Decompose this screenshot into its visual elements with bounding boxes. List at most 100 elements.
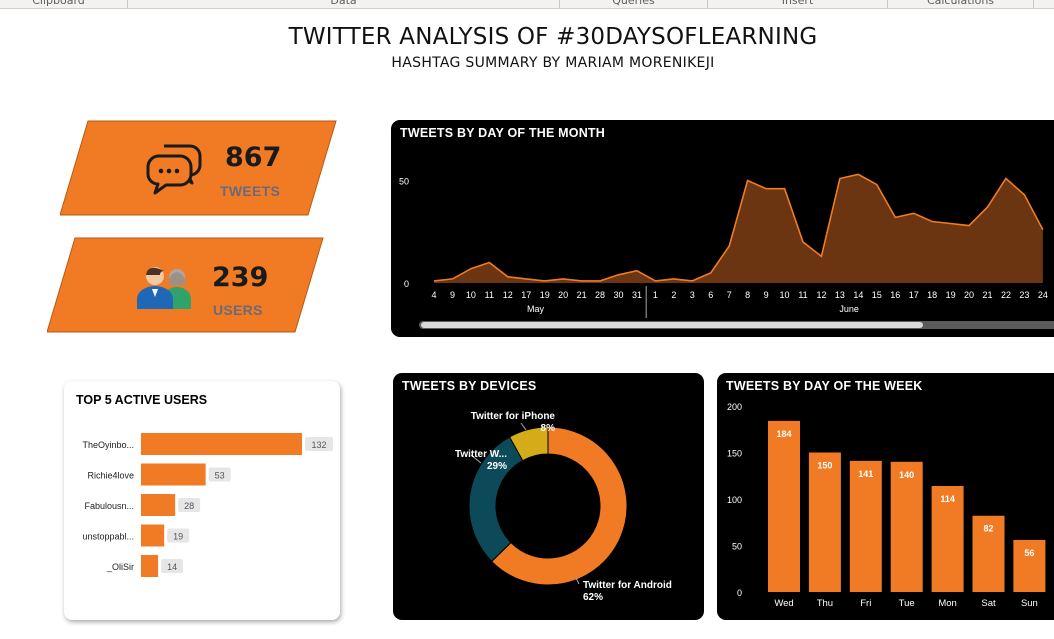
- user-bar-value: 14: [167, 562, 177, 572]
- area-x-tick-label: 23: [1019, 290, 1029, 300]
- area-x-tick-label: 21: [577, 290, 587, 300]
- area-point: [930, 219, 934, 223]
- area-x-tick-label: 12: [816, 290, 826, 300]
- area-x-tick-label: 12: [503, 290, 513, 300]
- area-month-label: May: [527, 304, 545, 314]
- area-point: [801, 240, 805, 244]
- area-point: [690, 279, 694, 283]
- tweets-by-day-of-week-chart[interactable]: 0 50 100 150 200 184 Wed 150 Thu 141 Fri 140 Tue 114 M…: [717, 373, 1054, 620]
- area-point: [616, 273, 620, 277]
- area-point: [653, 279, 657, 283]
- week-bar: [768, 420, 800, 592]
- user-bar-label: unstoppabl...: [82, 532, 134, 542]
- week-bar-value: 56: [1024, 548, 1034, 558]
- area-x-tick-label: 7: [727, 290, 732, 300]
- user-bar-value-bg: [208, 467, 231, 482]
- device-value-label: 29%: [487, 461, 507, 472]
- device-label-leader: [520, 422, 527, 431]
- tweets-by-day-of-week-title: TWEETS BY DAY OF THE WEEK: [726, 379, 923, 393]
- tweets-by-day-of-week-panel[interactable]: TWEETS BY DAY OF THE WEEK 0 50 100 150 200 18…: [717, 373, 1054, 620]
- week-bar-value: 141: [858, 469, 873, 479]
- area-point: [764, 187, 768, 191]
- device-slice: [490, 426, 628, 586]
- area-point: [579, 279, 583, 283]
- area-y-tick-label: 0: [404, 279, 409, 289]
- tweets-by-day-of-month-panel[interactable]: TWEETS BY DAY OF THE MONTH 0 50 4 9 10 11 12 17…: [391, 120, 1054, 337]
- area-month-label: June: [839, 304, 859, 314]
- area-x-tick-label: 20: [964, 290, 974, 300]
- area-x-tick-label: 17: [521, 290, 531, 300]
- week-y-tick-label: 0: [737, 588, 742, 598]
- tweets-by-devices-panel[interactable]: TWEETS BY DEVICES Twitter for Android 62%…: [393, 373, 704, 620]
- page-subtitle: HASHTAG SUMMARY BY MARIAM MORENIKEJI: [391, 55, 715, 71]
- kpi-tweets-label: TWEETS: [220, 183, 281, 199]
- week-bar-value: 150: [817, 461, 832, 471]
- week-x-tick-label: Wed: [774, 598, 793, 609]
- week-x-tick-label: Tue: [899, 598, 915, 609]
- area-x-tick-label: 10: [780, 290, 790, 300]
- user-bar-value: 132: [311, 440, 326, 450]
- ribbon-group-calculations[interactable]: Calculations: [888, 0, 1034, 8]
- area-x-tick-label: 19: [540, 290, 550, 300]
- user-bar: [141, 494, 176, 516]
- area-point: [672, 277, 676, 281]
- area-point: [745, 178, 749, 182]
- user-bar: [141, 524, 165, 547]
- top-active-users-chart[interactable]: TheOyinbo... 132 Richie4love 53 Fabulousn...…: [64, 381, 340, 620]
- ribbon-group-clipboard[interactable]: Clipboard: [0, 0, 128, 8]
- ribbon-group-data[interactable]: Data: [128, 0, 560, 8]
- user-bar: [141, 463, 206, 486]
- area-point: [450, 277, 454, 281]
- area-point: [561, 277, 565, 281]
- area-point: [469, 266, 473, 270]
- device-slice: [508, 426, 549, 462]
- device-label-leader: [575, 577, 580, 585]
- area-point: [432, 279, 436, 283]
- area-x-tick-label: 11: [485, 290, 494, 300]
- area-point: [856, 172, 860, 176]
- user-bar-value: 19: [173, 532, 183, 542]
- area-point: [893, 215, 897, 219]
- users-icon: [137, 267, 191, 309]
- user-bar-label: TheOyinbo...: [82, 440, 134, 450]
- kpi-users-value: 239: [212, 262, 269, 293]
- ribbon-group-queries[interactable]: Queries: [560, 0, 708, 8]
- week-x-tick-label: Sat: [981, 598, 996, 609]
- area-x-tick-label: 22: [1001, 290, 1011, 300]
- area-x-tick-label: 3: [690, 290, 695, 300]
- week-bar-value: 114: [940, 494, 955, 504]
- user-bar-value: 53: [215, 471, 225, 481]
- area-point: [598, 279, 602, 283]
- area-x-tick-label: 8: [745, 290, 750, 300]
- area-point: [819, 254, 823, 258]
- area-x-tick-label: 4: [431, 290, 436, 300]
- tweets-by-devices-title: TWEETS BY DEVICES: [402, 379, 537, 393]
- week-bar: [931, 485, 964, 592]
- kpi-tweets-card[interactable]: 867 TWEETS: [60, 120, 338, 216]
- week-y-tick-label: 200: [727, 402, 742, 412]
- kpi-users-card[interactable]: 239 USERS: [47, 237, 325, 333]
- week-y-tick-label: 100: [727, 495, 742, 505]
- area-point: [727, 244, 731, 248]
- week-bar-value: 82: [983, 524, 993, 534]
- area-x-tick-label: 20: [558, 290, 568, 300]
- area-point: [487, 260, 491, 264]
- user-bar: [141, 555, 159, 577]
- area-x-tick-label: 31: [632, 290, 642, 300]
- ribbon-group-insert[interactable]: Insert: [708, 0, 888, 8]
- top-active-users-card[interactable]: TOP 5 ACTIVE USERS TheOyinbo... 132 Richie…: [64, 381, 340, 620]
- area-y-tick-label: 50: [399, 177, 409, 187]
- user-bar-label: Fabulousn...: [84, 501, 134, 511]
- device-label: Twitter for Android: [583, 580, 672, 591]
- week-bar-value: 184: [776, 429, 791, 439]
- week-x-tick-label: Sun: [1021, 598, 1038, 609]
- user-bar-value: 28: [184, 501, 194, 511]
- area-point: [1022, 193, 1026, 197]
- device-label: Twitter W...: [455, 449, 507, 460]
- area-point: [506, 275, 510, 279]
- kpi-users-label: USERS: [213, 302, 263, 318]
- area-point: [782, 187, 786, 191]
- user-bar-label: _OliSir: [106, 562, 134, 572]
